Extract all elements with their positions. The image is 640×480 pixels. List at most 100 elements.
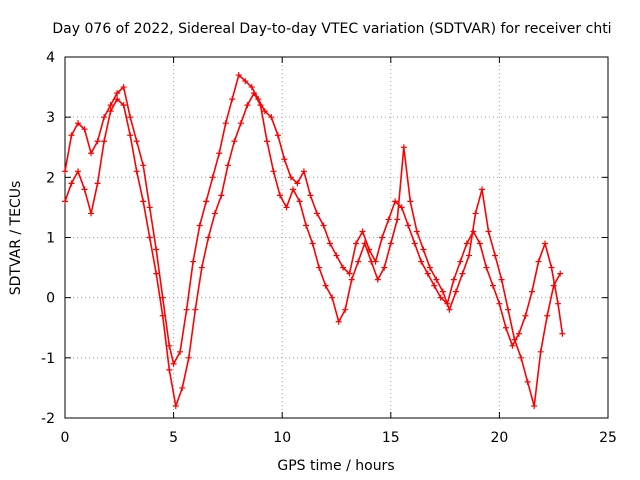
- data-point: [511, 336, 518, 343]
- data-point: [159, 312, 166, 319]
- data-point: [170, 360, 177, 367]
- data-point: [250, 90, 257, 97]
- data-point: [411, 240, 418, 247]
- data-point: [179, 384, 186, 391]
- data-point: [159, 294, 166, 301]
- data-point: [342, 306, 349, 313]
- x-tick-label: 0: [61, 430, 70, 446]
- data-point: [346, 270, 353, 277]
- data-point: [485, 228, 492, 235]
- data-point: [544, 312, 551, 319]
- data-point: [216, 150, 223, 157]
- data-point: [68, 180, 75, 187]
- data-point: [62, 168, 68, 175]
- data-point: [268, 114, 275, 121]
- data-point: [205, 234, 212, 241]
- data-point: [296, 198, 303, 205]
- data-point: [374, 276, 381, 283]
- y-tick-label: -2: [41, 411, 55, 427]
- data-point: [307, 192, 314, 199]
- data-point: [348, 276, 355, 283]
- data-point: [420, 246, 427, 253]
- data-point: [203, 198, 210, 205]
- data-point: [333, 252, 340, 259]
- data-point: [459, 270, 466, 277]
- data-point: [439, 288, 446, 295]
- data-point: [555, 300, 562, 307]
- data-point: [426, 264, 433, 271]
- data-point: [433, 276, 440, 283]
- data-point: [398, 204, 405, 211]
- data-point: [263, 138, 270, 145]
- data-point: [120, 102, 127, 109]
- data-point: [120, 84, 127, 91]
- data-point: [101, 114, 108, 121]
- data-point: [559, 330, 566, 337]
- data-point: [153, 246, 160, 253]
- data-point: [313, 210, 320, 217]
- grid-lines: [65, 57, 608, 418]
- data-point: [196, 222, 203, 229]
- data-point: [322, 282, 329, 289]
- data-point: [261, 108, 268, 115]
- data-point: [235, 72, 242, 79]
- data-point: [531, 402, 538, 409]
- data-point: [498, 276, 505, 283]
- data-point: [483, 264, 490, 271]
- data-point: [326, 240, 333, 247]
- data-point: [287, 174, 294, 181]
- data-point: [62, 198, 68, 205]
- data-point: [329, 294, 336, 301]
- data-point: [248, 84, 255, 91]
- x-tick-label: 5: [169, 430, 178, 446]
- data-point: [114, 90, 121, 97]
- data-point: [294, 180, 301, 187]
- data-point: [81, 126, 88, 133]
- data-point: [68, 132, 75, 139]
- data-point: [127, 132, 134, 139]
- data-point: [88, 210, 95, 217]
- x-tick-label: 20: [490, 430, 508, 446]
- data-point: [394, 216, 401, 223]
- data-point: [237, 120, 244, 127]
- data-point: [535, 258, 542, 265]
- data-point: [437, 294, 444, 301]
- data-point: [320, 222, 327, 229]
- data-point: [166, 342, 173, 349]
- data-point: [257, 102, 264, 109]
- data-point: [94, 138, 101, 145]
- x-tick-label: 10: [273, 430, 291, 446]
- plot-frame: [64, 56, 609, 419]
- data-point: [166, 366, 173, 373]
- data-point: [381, 264, 388, 271]
- x-tick-label: 25: [599, 430, 617, 446]
- data-point: [418, 258, 425, 265]
- data-point: [192, 306, 199, 313]
- data-point: [392, 198, 399, 205]
- data-point: [450, 276, 457, 283]
- data-point: [518, 354, 525, 361]
- data-point: [300, 168, 307, 175]
- data-point: [303, 222, 310, 229]
- y-tick-label: 3: [46, 110, 55, 126]
- data-point: [550, 282, 557, 289]
- y-tick-label: 0: [46, 291, 55, 307]
- data-point: [309, 240, 316, 247]
- data-point: [81, 186, 88, 193]
- data-point: [452, 288, 459, 295]
- data-point: [274, 132, 281, 139]
- data-point: [283, 204, 290, 211]
- data-point: [424, 270, 431, 277]
- data-point: [133, 138, 140, 145]
- data-point: [385, 216, 392, 223]
- data-point: [222, 120, 229, 127]
- data-point: [413, 228, 420, 235]
- data-point: [548, 264, 555, 271]
- data-point: [387, 240, 394, 247]
- series-trace: [64, 74, 564, 365]
- data-point: [211, 210, 218, 217]
- data-point: [107, 102, 114, 109]
- data-point: [522, 312, 529, 319]
- data-point: [146, 234, 153, 241]
